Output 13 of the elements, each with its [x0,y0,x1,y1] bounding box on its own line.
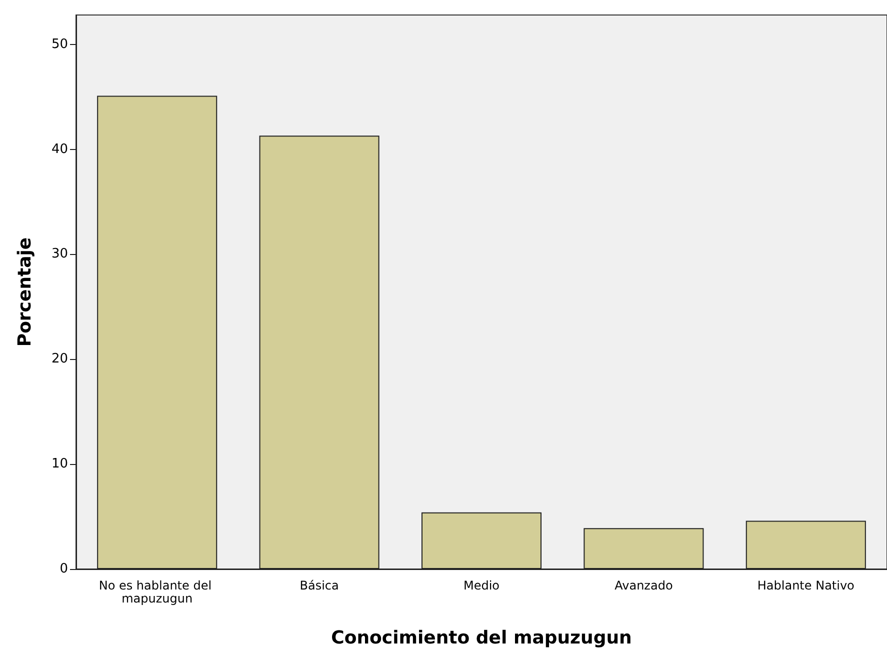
y-tick-label: 40 [51,142,68,157]
y-tick-label: 20 [51,352,68,367]
x-axis-title: Conocimiento del mapuzugun [331,628,632,648]
x-tick-label: Medio [463,578,500,592]
y-tick-label: 10 [51,456,68,472]
x-tick-label: Básica [300,578,339,592]
y-axis-title: Porcentaje [14,237,36,347]
y-tick-label: 0 [60,562,68,576]
y-tick-label: 50 [51,36,68,52]
y-tick-label: 30 [51,246,68,262]
x-tick-label: Hablante Nativo [757,578,854,592]
x-tick-label: Avanzado [614,578,673,592]
x-tick-label: No es hablante del mapuzugun [98,578,216,606]
